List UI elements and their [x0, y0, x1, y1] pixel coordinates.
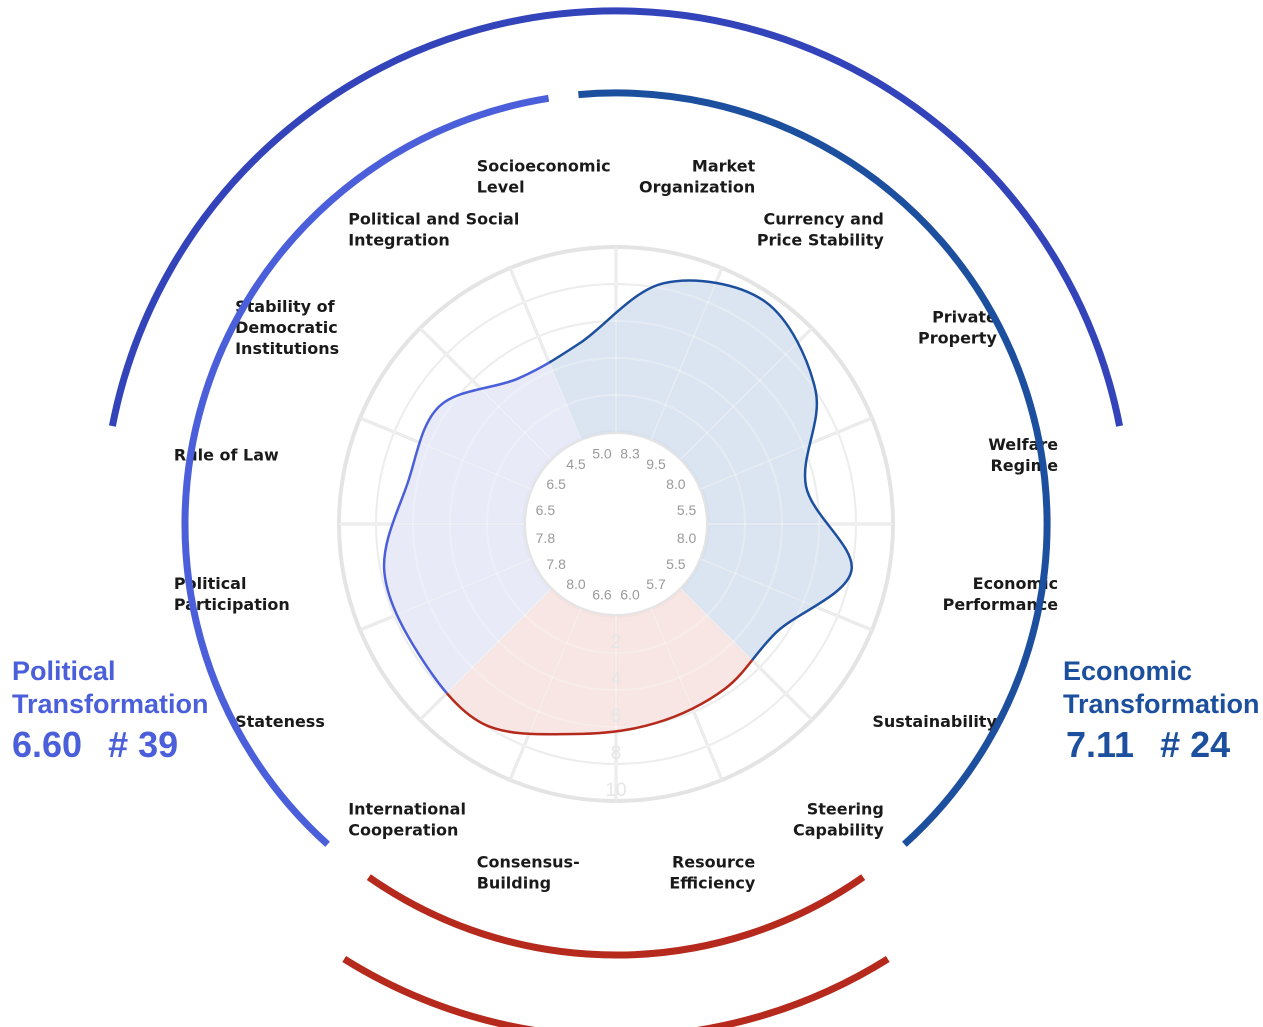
category-label-rule-of-law: Rule of Law — [174, 446, 279, 465]
grid-spoke-overlay — [650, 267, 723, 440]
ring-label-6: 6 — [611, 706, 622, 727]
category-label-stability-of-democratic-institutions: Stability of Democratic Institutions — [235, 297, 339, 358]
governance-outline — [382, 524, 853, 736]
value-label-international-cooperation: 8.0 — [566, 576, 586, 592]
group-arcs — [108, 7, 1124, 1027]
economic-summary: Economic Transformation 7.11 # 24 — [1063, 655, 1263, 766]
category-label-socioeconomic-level: Socioeconomic Level — [477, 156, 611, 196]
category-label-international-cooperation: International Cooperation — [348, 800, 466, 840]
value-label-resource-efficiency: 6.0 — [620, 587, 640, 603]
grid-spoke-overlay — [359, 417, 532, 490]
category-label-currency-and-price-stability: Currency and Price Stability — [757, 209, 885, 249]
grid-spoke-overlay — [700, 558, 873, 631]
economic-rank: # 24 — [1160, 724, 1231, 765]
political-economic-outer-arc — [108, 7, 1124, 427]
value-label-stateness: 7.8 — [546, 556, 566, 572]
value-label-political-and-social-integration: 4.5 — [566, 456, 586, 472]
category-label-political-and-social-integration: Political and Social Integration — [348, 209, 519, 249]
category-label-welfare-regime: Welfare Regime — [988, 435, 1058, 475]
value-labels: 8.39.58.05.58.05.55.76.06.68.07.87.86.56… — [536, 445, 697, 602]
category-label-stateness: Stateness — [235, 712, 325, 731]
ring-label-10: 10 — [605, 780, 626, 801]
grid-spoke-overlay — [650, 608, 723, 781]
value-label-welfare-regime: 5.5 — [677, 502, 697, 518]
grid-spoke-overlay — [419, 588, 552, 721]
political-rank: # 39 — [108, 724, 179, 765]
category-label-private-property: Private Property — [918, 307, 997, 347]
value-label-currency-and-price-stability: 9.5 — [646, 456, 666, 472]
value-label-sustainability: 5.5 — [666, 556, 686, 572]
political-title-line1: Political — [12, 656, 116, 686]
political-area — [384, 280, 616, 735]
economic-inner-arc — [578, 89, 1051, 847]
grid-inner-circle — [522, 430, 710, 618]
grid-ring-overlay — [375, 283, 857, 765]
ring-label-2: 2 — [611, 632, 622, 653]
grid-spoke-overlay — [680, 588, 813, 721]
grid-ring-overlay — [486, 394, 746, 654]
ring-scale-labels: 2 4 6 8 10 — [605, 632, 626, 801]
value-label-rule-of-law: 6.5 — [536, 502, 556, 518]
category-label-market-organization: Market Organization — [639, 156, 756, 196]
value-label-political-participation: 7.8 — [536, 530, 556, 546]
economic-score: 7.11 — [1066, 724, 1135, 765]
grid-spoke-overlay — [419, 327, 552, 460]
grid-spoke-overlay — [509, 267, 582, 440]
value-label-consensus-building: 6.6 — [592, 587, 612, 603]
category-label-economic-performance: Economic Performance — [943, 574, 1059, 614]
grid-ring-overlay — [412, 320, 820, 728]
value-label-socioeconomic-level: 5.0 — [592, 445, 612, 461]
category-label-steering-capability: Steering Capability — [793, 800, 884, 840]
radar-fill — [339, 247, 893, 801]
value-label-market-organization: 8.3 — [620, 445, 640, 461]
value-label-economic-performance: 8.0 — [677, 530, 697, 546]
category-label-resource-efficiency: Resource Efficiency — [669, 853, 755, 893]
grid-spoke-overlay — [509, 608, 582, 781]
grid-spoke-overlay — [359, 558, 532, 631]
ring-label-8: 8 — [611, 743, 622, 764]
category-label-consensus-building: Consensus-Building — [477, 853, 580, 893]
economic-title-line2: Transformation — [1063, 689, 1260, 719]
governance-inner-arc — [366, 874, 866, 959]
ring-label-4: 4 — [611, 669, 622, 690]
value-label-private-property: 8.0 — [666, 476, 686, 492]
grid-spoke-overlay — [700, 417, 873, 490]
grid-spoke-overlay — [680, 327, 813, 460]
political-inner-arc — [181, 94, 550, 847]
grid-ring-overlay — [449, 357, 783, 691]
political-summary: Political Transformation 6.60 # 39 — [12, 655, 242, 766]
category-label-sustainability: Sustainability — [872, 712, 997, 731]
political-score: 6.60 — [12, 724, 83, 765]
value-label-steering-capability: 5.7 — [646, 576, 666, 592]
economic-title-line1: Economic — [1063, 656, 1193, 686]
value-label-stability-of-democratic-institutions: 6.5 — [546, 476, 566, 492]
governance-outer-arc — [342, 956, 890, 1027]
political-title-line2: Transformation — [12, 689, 209, 719]
